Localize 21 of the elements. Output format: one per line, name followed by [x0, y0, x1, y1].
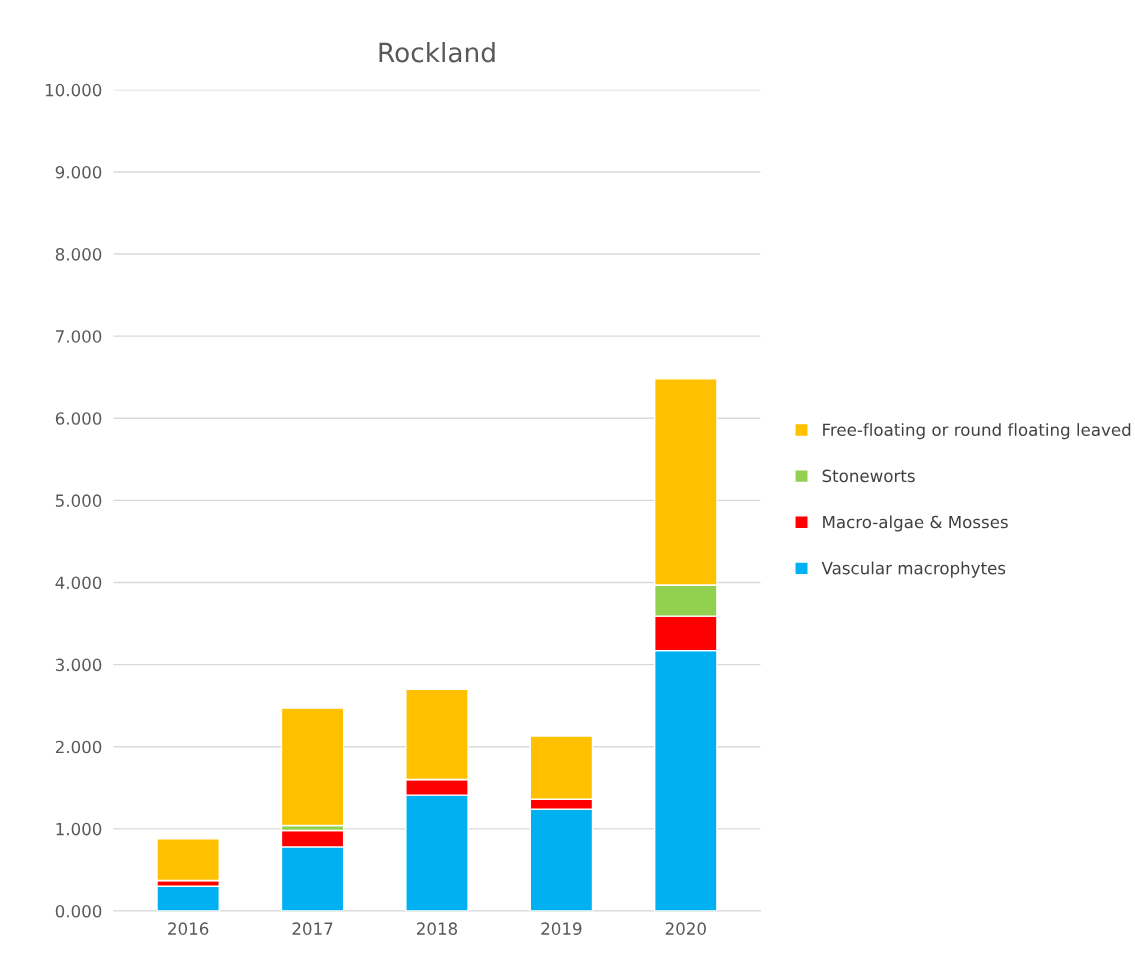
legend-label: Macro-algae & Mosses [823, 515, 1008, 532]
x-tick-label: 2019 [541, 922, 582, 935]
x-tick-label: 2020 [665, 922, 706, 935]
y-tick-label: 6.000 [55, 412, 102, 425]
legend-label: Free-floating or round floating leaved [823, 423, 1131, 440]
y-tick-label: 5.000 [55, 494, 102, 507]
y-tick-label: 8.000 [55, 248, 102, 261]
legend-label: Stoneworts [822, 469, 915, 483]
y-tick-label: 9.000 [55, 165, 102, 179]
y-tick-label: 7.000 [56, 330, 102, 343]
x-tick-label: 2018 [416, 922, 458, 935]
y-tick-label: 4.000 [55, 576, 102, 590]
y-tick-label: 1.000 [56, 822, 102, 836]
y-tick-label: 10.000 [45, 83, 102, 97]
y-tick-label: 2.000 [55, 740, 102, 754]
x-tick-label: 2016 [168, 922, 209, 935]
legend-label: Vascular macrophytes [821, 561, 1006, 578]
chart-title: Rockland [379, 42, 495, 63]
y-tick-label: 3.000 [55, 658, 102, 672]
y-tick-label: 0.000 [55, 904, 102, 918]
x-tick-label: 2017 [292, 922, 333, 935]
